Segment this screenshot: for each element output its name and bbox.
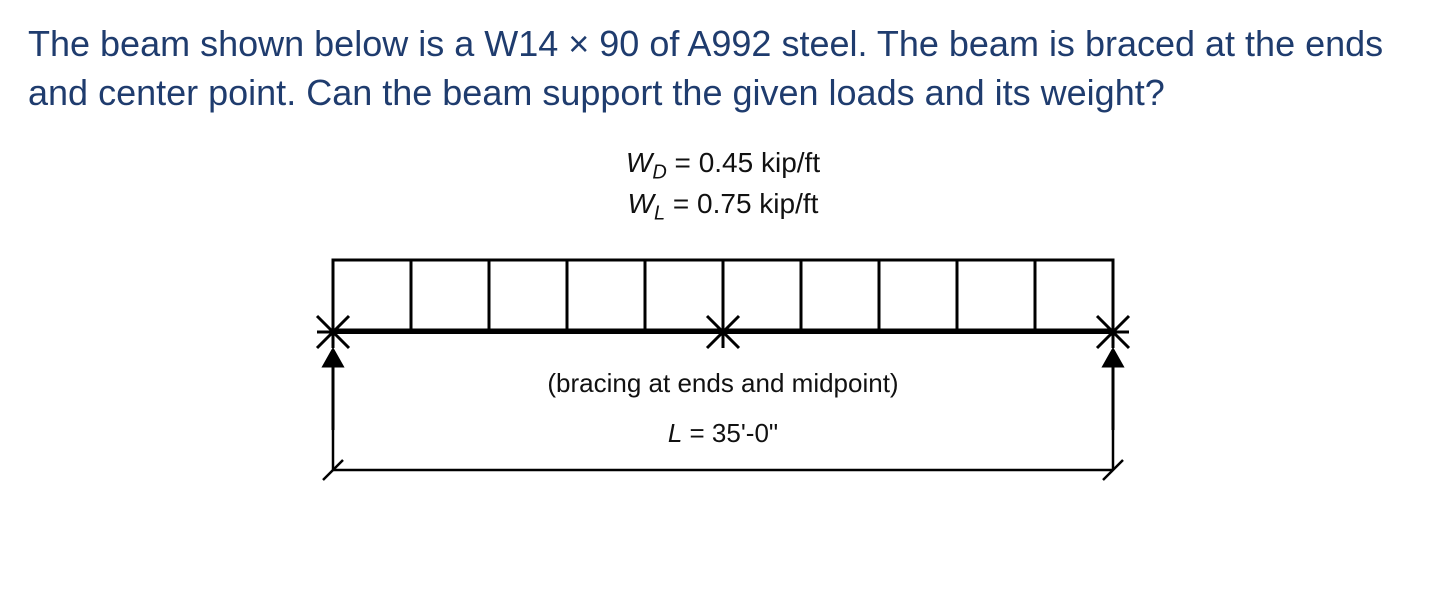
brace-mark-mid [707,316,739,348]
support-arrow-left [324,350,342,430]
problem-statement: The beam shown below is a W14 × 90 of A9… [28,20,1418,117]
load-labels: WD = 0.45 kip/ft WL = 0.75 kip/ft [626,145,820,226]
support-arrow-right [1104,350,1122,430]
brace-mark-right [1097,316,1129,348]
diagram-container: WD = 0.45 kip/ft WL = 0.75 kip/ft (braci… [28,135,1418,492]
bracing-note: (bracing at ends and midpoint) [547,368,898,398]
span-dimension-label: L = 35'-0" [668,418,778,448]
brace-mark-left [317,316,349,348]
wl-label: WL = 0.75 kip/ft [628,188,819,219]
beam-diagram: (bracing at ends and midpoint) L = 35'-0… [273,232,1173,492]
wd-label: WD = 0.45 kip/ft [626,147,820,178]
